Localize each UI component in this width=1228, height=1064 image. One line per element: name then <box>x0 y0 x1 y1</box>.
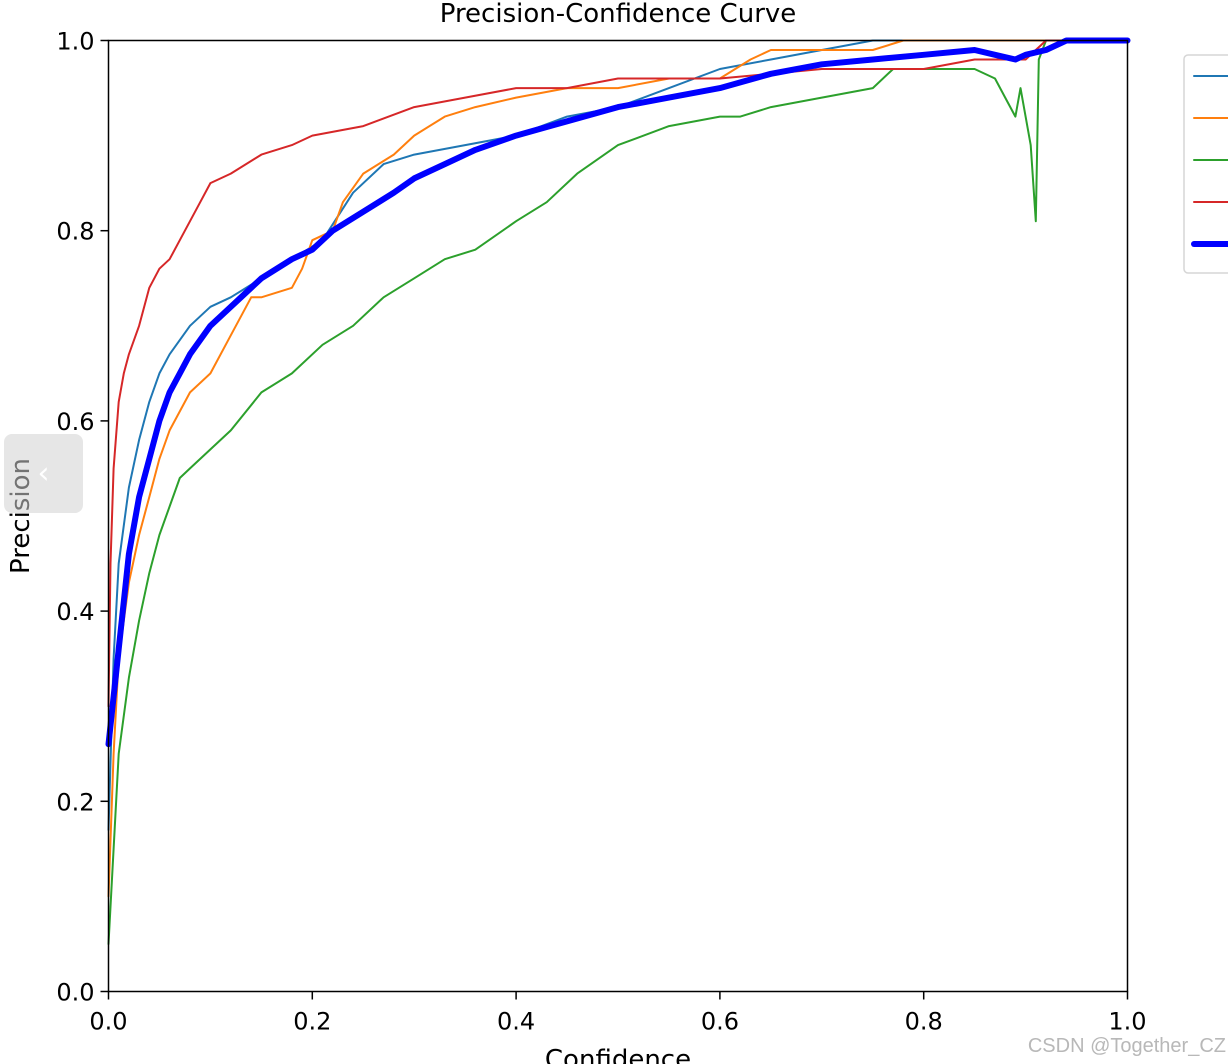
x-tick-label: 0.8 <box>905 1008 943 1036</box>
y-tick-label: 0.8 <box>56 218 94 246</box>
chevron-left-icon: ‹ <box>37 455 50 491</box>
y-axis-ticks: 0.0 0.2 0.4 0.6 0.8 1.0 <box>56 28 109 1007</box>
x-tick-label: 1.0 <box>1108 1008 1146 1036</box>
y-tick-label: 0.4 <box>56 598 94 626</box>
chart-title: Precision-Confidence Curve <box>440 0 797 29</box>
y-tick-label: 0.6 <box>56 408 94 436</box>
x-tick-label: 0.6 <box>701 1008 739 1036</box>
y-tick-label: 0.0 <box>56 979 94 1007</box>
legend-items <box>1191 75 1228 247</box>
series-line-2 <box>107 39 1129 898</box>
series-line-4 <box>107 39 1129 708</box>
y-tick-label: 0.2 <box>56 788 94 816</box>
watermark: CSDN @Together_CZ <box>1028 1035 1226 1057</box>
y-tick-label: 1.0 <box>56 28 94 56</box>
x-tick-label: 0.0 <box>89 1008 127 1036</box>
x-axis-label: Confidence <box>545 1045 691 1064</box>
collapse-panel-button[interactable]: ‹ <box>4 434 83 513</box>
plot-frame <box>107 39 1129 993</box>
legend-box <box>1183 54 1228 274</box>
x-tick-label: 0.2 <box>293 1008 331 1036</box>
x-axis-ticks: 0.0 0.2 0.4 0.6 0.8 1.0 <box>89 991 1147 1036</box>
legend <box>1183 54 1228 274</box>
series-line-3 <box>107 39 1129 945</box>
series-line-5 <box>105 37 1131 748</box>
x-tick-label: 0.4 <box>497 1008 535 1036</box>
